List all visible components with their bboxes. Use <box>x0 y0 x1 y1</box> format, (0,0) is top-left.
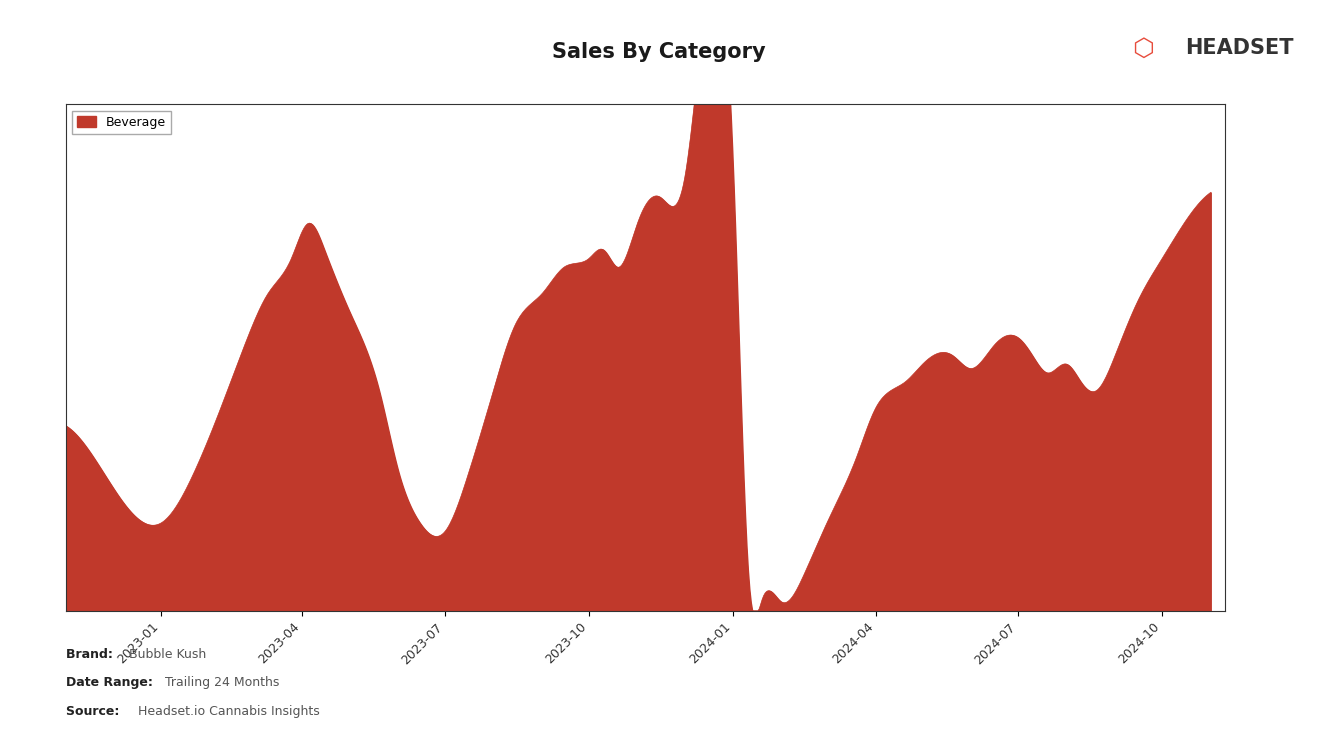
Text: Bubble Kush: Bubble Kush <box>129 648 207 661</box>
Text: HEADSET: HEADSET <box>1185 39 1293 58</box>
Text: ⬡: ⬡ <box>1133 37 1154 60</box>
Text: Trailing 24 Months: Trailing 24 Months <box>165 676 279 689</box>
Legend: Beverage: Beverage <box>72 110 171 133</box>
Text: Source:: Source: <box>66 705 124 717</box>
Text: Headset.io Cannabis Insights: Headset.io Cannabis Insights <box>138 705 320 717</box>
Text: Date Range:: Date Range: <box>66 676 157 689</box>
Text: Brand:: Brand: <box>66 648 117 661</box>
Text: Sales By Category: Sales By Category <box>552 42 765 62</box>
